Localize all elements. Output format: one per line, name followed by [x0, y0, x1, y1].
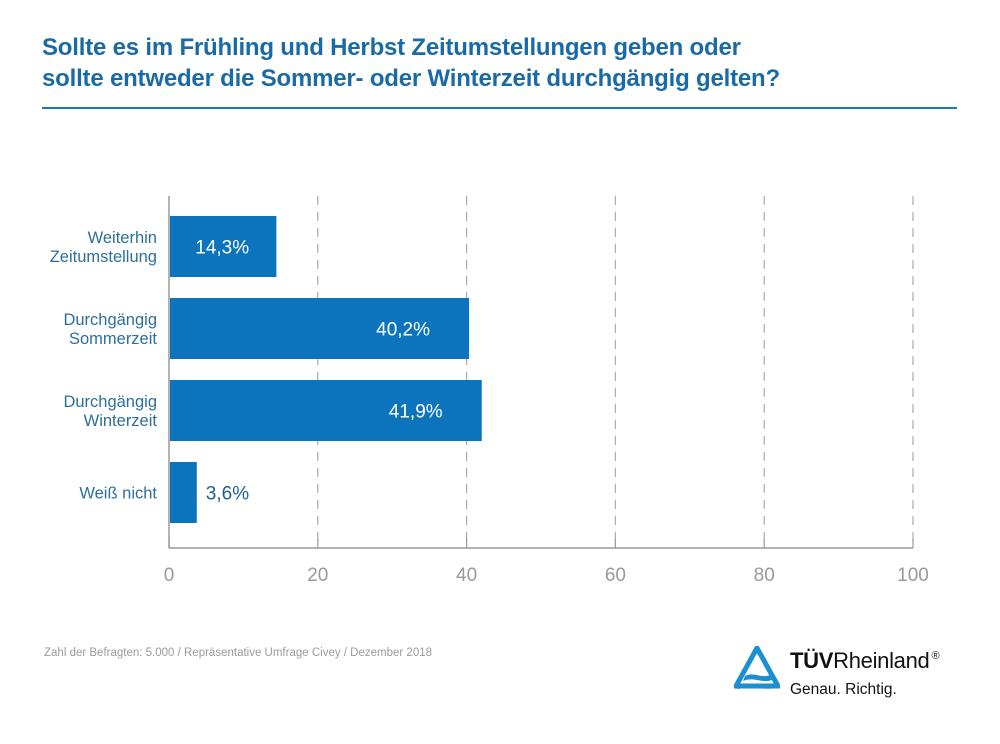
category-label: Zeitumstellung [50, 248, 157, 266]
bars [170, 216, 482, 523]
bar [170, 216, 277, 277]
category-label: Sommerzeit [69, 330, 157, 348]
category-label: Weiß nicht [79, 485, 157, 503]
category-label: Winterzeit [84, 412, 158, 430]
tuv-rheinland-logo: TÜVRheinland ® Genau. Richtig. [734, 644, 974, 708]
value-labels: 14,3% 40,2% 41,9% 3,6% [195, 238, 443, 505]
value-label: 41,9% [389, 402, 443, 423]
logo-slogan: Genau. Richtig. [790, 681, 897, 698]
registered-mark: ® [931, 650, 940, 662]
category-label: Durchgängig [63, 311, 157, 329]
x-tick-label: 20 [307, 565, 328, 586]
bar [170, 462, 197, 523]
category-label: Weiterhin [88, 229, 157, 247]
grid-lines [317, 196, 914, 548]
tuv-triangle-logo-icon [734, 646, 780, 690]
source-footnote: Zahl der Befragten: 5.000 / Repräsentati… [44, 647, 433, 659]
logo-wordmark: TÜVRheinland ® [790, 648, 940, 674]
value-label: 3,6% [206, 484, 249, 505]
x-tick-label: 100 [897, 565, 929, 586]
category-labels: WeiterhinZeitumstellungDurchgängigSommer… [50, 229, 158, 503]
x-tick-label: 0 [164, 565, 175, 586]
chart-title: Sollte es im Frühling und Herbst Zeitums… [42, 32, 962, 94]
bar [170, 380, 482, 441]
value-label: 14,3% [195, 238, 249, 259]
logo-brand-bold: TÜV [790, 648, 834, 673]
title-divider [42, 107, 957, 109]
value-label: 40,2% [376, 320, 430, 341]
chart-title-line-1: Sollte es im Frühling und Herbst Zeitums… [42, 34, 741, 61]
bar [170, 298, 470, 359]
x-tick-label: 60 [605, 565, 626, 586]
x-tick-label: 40 [456, 565, 477, 586]
x-tick-label: 80 [754, 565, 775, 586]
x-axis: 0 20 40 60 80 100 [164, 196, 929, 586]
logo-brand-regular: Rheinland [833, 648, 930, 673]
chart-title-line-2: sollte entweder die Sommer- oder Winterz… [42, 65, 780, 92]
category-label: Durchgängig [63, 393, 157, 411]
